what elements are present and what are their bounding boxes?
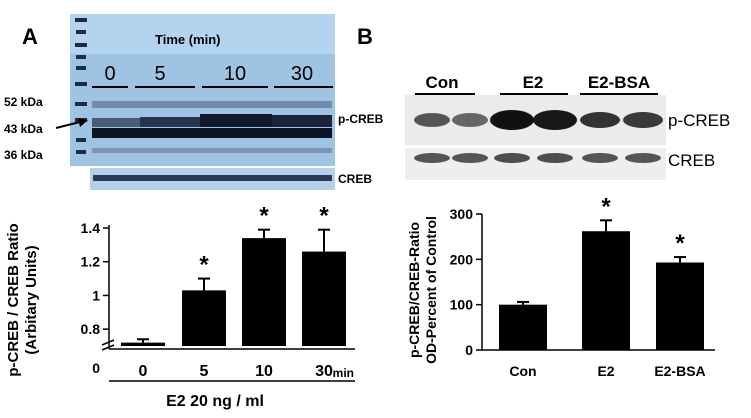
chart-a-x-unit: min <box>333 366 354 380</box>
chart-b-ytick-label-0: 0 <box>465 342 473 358</box>
blot-a-pcreb-label: p-CREB <box>338 112 384 126</box>
blot-a-band-36 <box>92 148 332 153</box>
chart-b-ytick-label-3: 300 <box>450 206 474 222</box>
blot-a-time-label-10: 10 <box>224 63 246 85</box>
chart-a-ylabel-line2: (Arbitary Units) <box>23 245 40 354</box>
mw-marker-43: 43 kDa <box>4 122 43 136</box>
blot-a-header: Time (min) <box>155 32 221 47</box>
chart-a-sig-2: * <box>259 203 269 230</box>
blot-b-pcreb-label: p-CREB <box>668 111 730 130</box>
chart-b-bar-0 <box>499 304 547 350</box>
blot-a-pcreb-band-5 <box>140 117 200 127</box>
blot-b-label-e2: E2 <box>523 73 544 92</box>
blot-a-time-label-0: 0 <box>104 63 115 85</box>
panel-b-letter: B <box>357 24 373 49</box>
chart-a-ytick-label-2: 1.2 <box>81 254 101 270</box>
blot-b-creb-strip <box>405 148 666 180</box>
blot-b-group-labels: Con E2 E2-BSA <box>425 73 650 92</box>
panel-a-creb-blot <box>90 168 335 190</box>
blot-b-label-con: Con <box>425 73 458 92</box>
chart-a-sig-3: * <box>319 203 329 230</box>
chart-a-bar-3 <box>302 251 346 346</box>
blot-a-creb-label: CREB <box>338 172 372 186</box>
chart-a-xtick-label-0: 0 <box>139 363 148 380</box>
chart-b-ytick-label-2: 200 <box>450 251 474 267</box>
chart-a-ytick-label-0: 0.8 <box>81 321 101 337</box>
blot-a-time-label-30: 30 <box>291 63 313 85</box>
chart-a-sig-1: * <box>199 252 209 279</box>
chart-a-axis-break <box>101 339 115 351</box>
chart-b: p-CREB/CREB-Ratio OD-Percent of Control … <box>406 193 715 379</box>
chart-b-sig-1: * <box>601 193 611 220</box>
chart-b-xtick-label-2: E2-BSA <box>654 363 705 379</box>
blot-b-creb-label: CREB <box>668 151 715 170</box>
mw-arrow <box>55 118 88 129</box>
chart-b-xtick-label-1: E2 <box>597 363 614 379</box>
blot-a-pcreb-band-10 <box>200 114 272 127</box>
chart-b-bar-2 <box>656 262 704 350</box>
chart-a-xtick-label-3: 30 <box>315 363 333 380</box>
blot-a-time-label-5: 5 <box>154 63 165 85</box>
chart-a-xtick-label-1: 5 <box>200 363 209 380</box>
mw-marker-52: 52 kDa <box>4 95 43 109</box>
chart-a: p-CREB / CREB Ratio (Arbitary Units) 0 E… <box>5 203 355 410</box>
chart-a-y-zero-label: 0 <box>92 360 100 376</box>
mw-marker-36: 36 kDa <box>4 148 43 162</box>
chart-a-xlabel: E2 20 ng / ml <box>166 393 264 410</box>
blot-a-band-43 <box>92 128 332 138</box>
chart-b-ylabel-line1: p-CREB/CREB-Ratio <box>406 222 422 358</box>
chart-a-ytick-label-1: 1 <box>92 287 100 303</box>
chart-a-bar-2 <box>242 238 286 346</box>
blot-a-band-52 <box>92 101 332 108</box>
chart-a-bar-1 <box>182 290 226 346</box>
chart-b-xtick-label-0: Con <box>509 363 536 379</box>
blot-b-label-e2bsa: E2-BSA <box>588 73 650 92</box>
chart-a-bar-0 <box>121 342 165 346</box>
blot-a-membrane-top <box>70 14 335 54</box>
panel-a-letter: A <box>22 24 38 49</box>
chart-b-bar-1 <box>582 231 630 350</box>
panel-b-blot-image <box>405 95 666 180</box>
chart-b-ylabel-line2: OD-Percent of Control <box>423 216 439 364</box>
chart-a-ylabel-line1: p-CREB / CREB Ratio <box>5 223 22 376</box>
chart-b-ytick-label-1: 100 <box>450 297 474 313</box>
chart-b-sig-2: * <box>675 230 685 257</box>
blot-a-pcreb-band-0 <box>92 118 142 127</box>
chart-a-xtick-label-2: 10 <box>255 363 273 380</box>
panel-a-blot-image <box>70 14 335 166</box>
blot-a-pcreb-band-30 <box>272 115 332 127</box>
chart-a-ytick-label-3: 1.4 <box>81 220 101 236</box>
blot-a-time-labels: 0 5 10 30 <box>104 63 313 85</box>
